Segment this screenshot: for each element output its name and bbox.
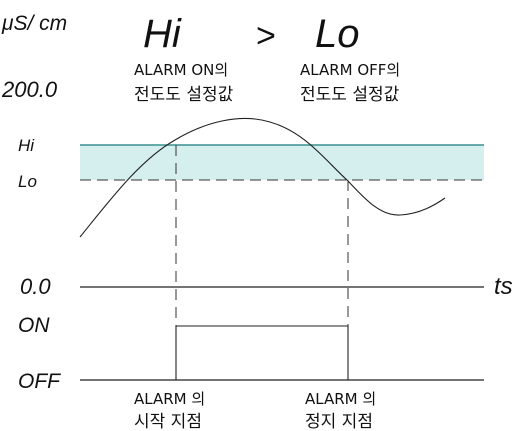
heading-lo: Lo [315, 12, 360, 56]
alarm-start-line1: ALARM 의 [134, 390, 205, 408]
alarm-off-setpoint-line1: ALARM OFF의 [300, 61, 400, 79]
conductivity-curve [79, 117, 446, 238]
alarm-stop-line2: 정지 지점 [305, 412, 373, 431]
lo-axis-label: Lo [18, 172, 37, 191]
y-zero-label: 0.0 [20, 274, 51, 299]
on-state-label: ON [18, 314, 50, 337]
heading-operator: > [256, 17, 276, 55]
alarm-signal-line [175, 325, 349, 380]
off-state-label: OFF [18, 370, 61, 393]
alarm-off-setpoint-line2: 전도도 설정값 [300, 85, 400, 105]
alarm-start-line2: 시작 지점 [134, 412, 202, 431]
alarm-on-setpoint-line2: 전도도 설정값 [134, 85, 234, 105]
hi-axis-label: Hi [18, 136, 35, 155]
hysteresis-band [80, 145, 484, 180]
time-axis-label: ts [494, 273, 513, 300]
alarm-on-setpoint-line1: ALARM ON의 [134, 61, 228, 79]
unit-label: μS/ cm [1, 12, 67, 35]
y-max-label: 200.0 [1, 77, 58, 102]
alarm-stop-line1: ALARM 의 [305, 390, 376, 408]
heading-hi: Hi [143, 12, 182, 56]
